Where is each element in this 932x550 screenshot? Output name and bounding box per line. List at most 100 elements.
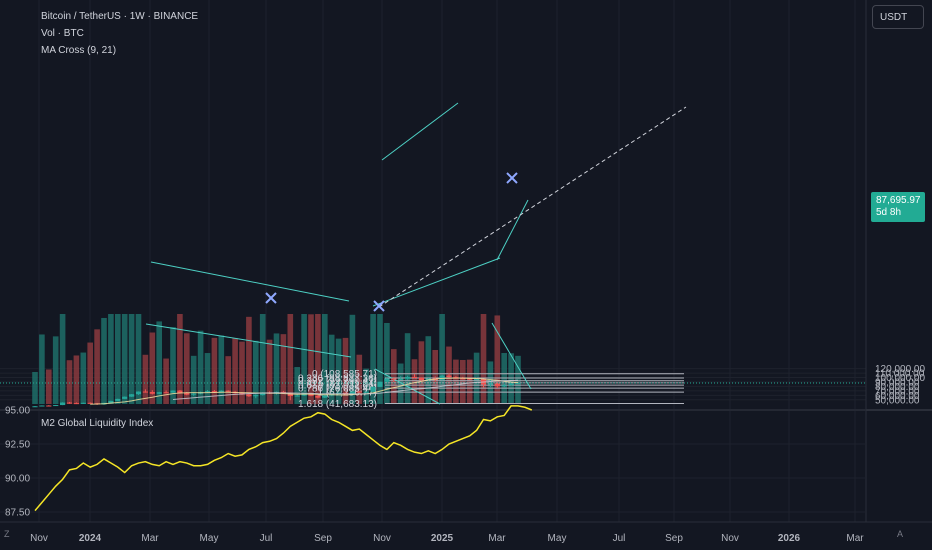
volume-bar [308, 314, 314, 404]
volume-bar [349, 314, 356, 404]
ma-9-line [90, 377, 519, 405]
timezone-button[interactable]: Z [4, 529, 10, 539]
candle-up [135, 391, 142, 395]
time-tick-label: 2025 [431, 533, 454, 544]
volume-bar [253, 340, 259, 404]
volume-bar [190, 355, 197, 404]
volume-bar [170, 327, 176, 404]
time-tick-label: Nov [373, 533, 391, 544]
candle-up [60, 402, 66, 406]
candle-down [177, 390, 183, 394]
candle-down [411, 376, 418, 378]
volume-bar [397, 363, 404, 404]
rising-channel-lower-line [372, 257, 501, 307]
volume-bar [39, 334, 45, 404]
candle-down [66, 402, 73, 404]
currency-button[interactable]: USDT [872, 5, 924, 29]
volume-bar [404, 333, 411, 404]
volume-bar [184, 333, 190, 404]
volume-bar [142, 354, 149, 404]
volume-bar [439, 314, 445, 404]
volume-bar [425, 336, 432, 404]
volume-bar [108, 314, 114, 404]
price-tick-label: 90,000.00 [875, 377, 920, 388]
m2-tick-label: 87.50 [5, 508, 30, 519]
volume-bar [128, 314, 135, 404]
volume-bar [370, 314, 376, 404]
volume-bar [322, 314, 328, 404]
candle-up [508, 383, 514, 386]
cross-stroke [265, 292, 277, 304]
time-tick-label: 2026 [778, 533, 801, 544]
volume-bar [384, 322, 390, 404]
volume-bar [287, 314, 294, 404]
volume-bar [163, 358, 169, 404]
time-tick-label: Nov [30, 533, 48, 544]
last-price-tag: 87,695.97 5d 8h [871, 192, 925, 222]
m2-line [34, 405, 533, 512]
candle-up [487, 383, 493, 385]
m2-legend[interactable]: M2 Global Liquidity Index [41, 418, 154, 429]
volume-bar [225, 356, 231, 404]
price-tick-label: 60,000.00 [875, 391, 920, 402]
candle-down [163, 392, 169, 394]
volume-bar [280, 334, 287, 404]
candle-up [122, 396, 128, 399]
ma-21-line [172, 379, 519, 400]
volume-bar [411, 359, 418, 404]
time-tick-label: Mar [141, 533, 159, 544]
candle-up [405, 376, 411, 379]
volume-bar [335, 338, 342, 404]
fib-level-label: 0.618 (83,032.06) [298, 381, 377, 392]
volume-bar [377, 314, 383, 404]
volume-bar [197, 330, 204, 404]
candle-up [425, 378, 431, 381]
rising-channel-upper-line [381, 102, 459, 161]
cross-stroke [373, 300, 385, 312]
m2-pane: 87.50 90.00 92.50 95.00 [0, 405, 866, 519]
candle-down [356, 391, 362, 393]
volume-bar [66, 360, 73, 404]
volume-bar [453, 359, 459, 404]
volume-bar [494, 315, 501, 404]
candle-down [287, 393, 293, 397]
volume-bar [239, 341, 245, 404]
candle-down [184, 393, 190, 395]
candle-down [391, 378, 397, 380]
symbol-legend[interactable]: Bitcoin / TetherUS · 1W · BINANCE [41, 11, 199, 22]
volume-decline-line [491, 322, 532, 390]
candle-down [446, 375, 452, 378]
fib-level-label: 1.618 (41,683.13) [298, 399, 377, 410]
candle-up [294, 395, 300, 397]
volume-legend[interactable]: Vol · BTC [41, 28, 84, 39]
candle-down [211, 391, 217, 393]
ma-cross-legend[interactable]: MA Cross (9, 21) [41, 45, 117, 56]
volume-bar [32, 372, 38, 404]
m2-tick-label: 92.50 [5, 440, 30, 451]
volume-bars [32, 314, 521, 404]
time-tick-label: Sep [665, 533, 683, 544]
auto-scale-button[interactable]: A [897, 529, 904, 539]
candle-up [108, 400, 114, 403]
volume-bar [266, 339, 273, 404]
volume-bar [156, 321, 162, 404]
candle-up [115, 398, 121, 401]
support-trendline [496, 199, 529, 261]
candle-up [515, 382, 521, 384]
volume-bar [87, 342, 93, 404]
price-tick-label: 110,000.00 [875, 369, 925, 380]
volume-bar [418, 341, 425, 404]
candle-up [349, 391, 355, 395]
volume-bar [246, 316, 252, 404]
candle-down [225, 390, 231, 392]
candle-up [170, 390, 176, 393]
volume-bar [177, 314, 183, 404]
volume-bar [259, 314, 266, 404]
price-tick-label: 70,000.00 [875, 386, 920, 397]
ma-cross-marker [373, 300, 385, 312]
candle-up [191, 393, 197, 395]
volume-bar [301, 314, 307, 404]
candle-up [363, 391, 369, 393]
volume-bar [460, 360, 466, 404]
